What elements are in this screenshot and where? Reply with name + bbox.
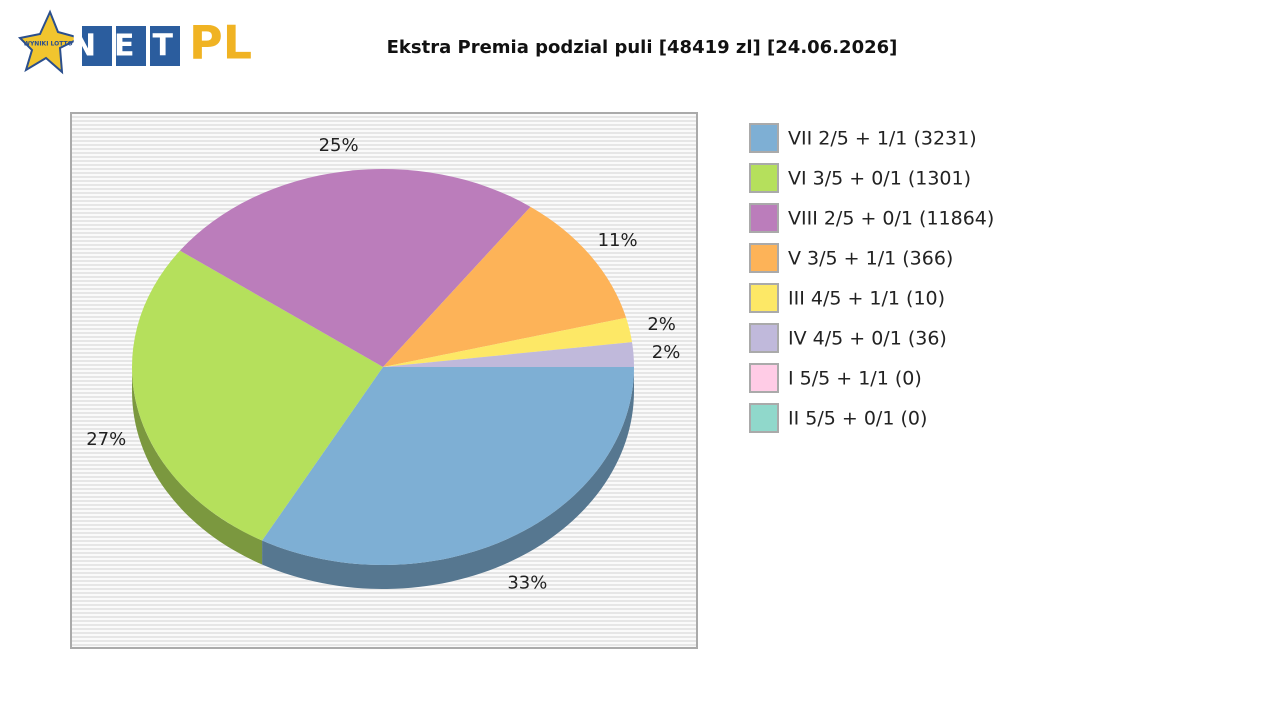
slice xyxy=(179,168,531,367)
legend-label: V 3/5 + 1/1 (366) xyxy=(788,248,953,270)
legend-label: II 5/5 + 0/1 (0) xyxy=(788,408,927,430)
logo-pl: PL xyxy=(189,16,252,70)
slice xyxy=(131,250,383,541)
legend-label: III 4/5 + 1/1 (10) xyxy=(788,288,945,310)
logo-box xyxy=(116,26,146,66)
legend-swatch xyxy=(749,323,779,353)
legend-swatch xyxy=(749,363,779,393)
legend-label: VIII 2/5 + 0/1 (11864) xyxy=(788,208,994,230)
logo-net: NET xyxy=(71,29,191,64)
legend-swatch xyxy=(749,163,779,193)
chart-title: Ekstra Premia podzial puli [48419 zl] [2… xyxy=(387,37,898,58)
legend-swatch xyxy=(749,283,779,313)
value-label: 25% xyxy=(319,135,359,156)
value-label: 2% xyxy=(647,314,676,335)
slice xyxy=(383,206,627,367)
slice-side xyxy=(262,367,635,589)
value-label: 11% xyxy=(598,230,638,251)
legend-label: I 5/5 + 1/1 (0) xyxy=(788,368,922,390)
legend-swatch xyxy=(749,243,779,273)
legend-label: VI 3/5 + 0/1 (1301) xyxy=(788,168,971,190)
slice xyxy=(383,342,634,367)
legend-swatch xyxy=(749,203,779,233)
logo-box xyxy=(82,26,112,66)
slice xyxy=(262,367,634,565)
logo-box xyxy=(150,26,180,66)
logo: WYNIKI LOTTO NET PL xyxy=(17,9,252,75)
legend-swatch xyxy=(749,123,779,153)
value-label: 2% xyxy=(652,342,681,363)
value-label: 33% xyxy=(507,573,547,594)
slice xyxy=(383,317,633,367)
legend-label: IV 4/5 + 0/1 (36) xyxy=(788,328,947,350)
logo-small: WYNIKI LOTTO xyxy=(23,41,72,48)
value-label: 27% xyxy=(86,429,126,450)
legend-label: VII 2/5 + 1/1 (3231) xyxy=(788,128,977,150)
slice-side xyxy=(132,367,263,565)
legend-swatch xyxy=(749,403,779,433)
logo-star xyxy=(17,9,83,75)
